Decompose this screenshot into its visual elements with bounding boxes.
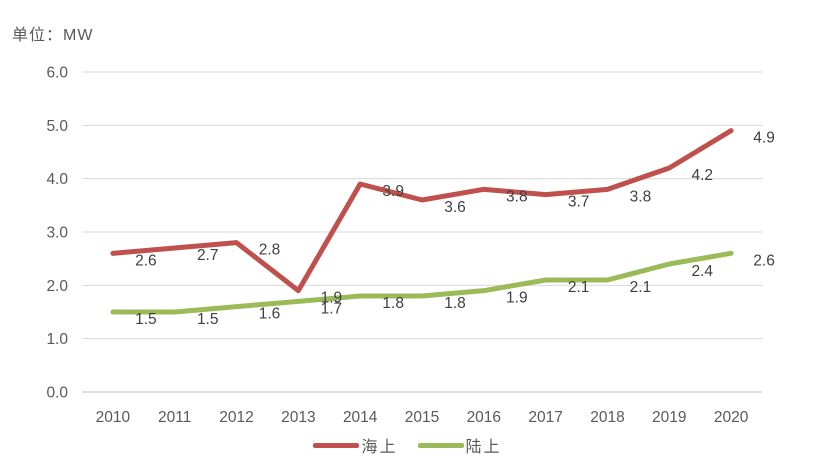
data-label: 4.9	[753, 130, 775, 147]
data-label: 3.9	[382, 183, 404, 200]
legend: 海上 陆上	[0, 433, 815, 457]
x-tick-label: 2018	[590, 409, 624, 426]
data-label: 1.9	[506, 290, 528, 307]
offshore-line-swatch-icon	[313, 442, 360, 448]
x-tick-label: 2014	[343, 409, 378, 426]
legend-item-onshore: 陆上	[417, 433, 502, 457]
data-label: 1.8	[444, 295, 466, 312]
y-tick-label: 3.0	[46, 225, 68, 242]
data-label: 2.6	[753, 252, 775, 269]
legend-label-offshore: 海上	[361, 439, 398, 456]
x-tick-label: 2015	[405, 409, 439, 426]
onshore-line-swatch-icon	[417, 442, 464, 448]
data-label: 2.1	[568, 279, 590, 296]
series-line-0	[110, 128, 734, 294]
data-label: 3.6	[444, 199, 466, 216]
x-tick-label: 2019	[652, 409, 686, 426]
data-label: 2.1	[630, 279, 652, 296]
series-line-1	[110, 250, 734, 315]
data-label: 2.8	[259, 242, 281, 259]
data-label: 2.7	[197, 247, 219, 264]
data-label: 2.6	[135, 252, 157, 269]
data-label: 1.8	[382, 295, 404, 312]
x-tick-label: 2020	[714, 409, 749, 426]
y-tick-label: 1.0	[46, 331, 68, 348]
data-label: 3.7	[568, 194, 590, 211]
x-tick-label: 2016	[467, 409, 501, 426]
x-tick-label: 2010	[96, 409, 131, 426]
y-tick-label: 5.0	[46, 118, 68, 135]
x-tick-label: 2012	[219, 409, 253, 426]
data-label: 1.5	[197, 311, 219, 328]
y-tick-label: 2.0	[46, 278, 68, 295]
data-label: 1.5	[135, 311, 157, 328]
legend-label-onshore: 陆上	[465, 439, 502, 456]
unit-label: 单位：MW	[12, 27, 94, 44]
data-label: 3.8	[630, 188, 652, 205]
y-tick-label: 6.0	[46, 65, 68, 82]
data-label: 1.9	[321, 290, 343, 307]
x-tick-label: 2017	[528, 409, 562, 426]
data-label: 2.4	[691, 263, 713, 280]
data-label: 3.8	[506, 188, 528, 205]
x-tick-label: 2011	[158, 409, 191, 426]
legend-item-offshore: 海上	[313, 433, 397, 457]
y-tick-label: 4.0	[46, 171, 68, 188]
data-label: 4.2	[691, 167, 713, 184]
data-label: 1.6	[259, 306, 281, 323]
data-label: 1.7	[321, 300, 343, 317]
x-tick-label: 2013	[281, 409, 315, 426]
y-tick-label: 0.0	[46, 385, 68, 402]
